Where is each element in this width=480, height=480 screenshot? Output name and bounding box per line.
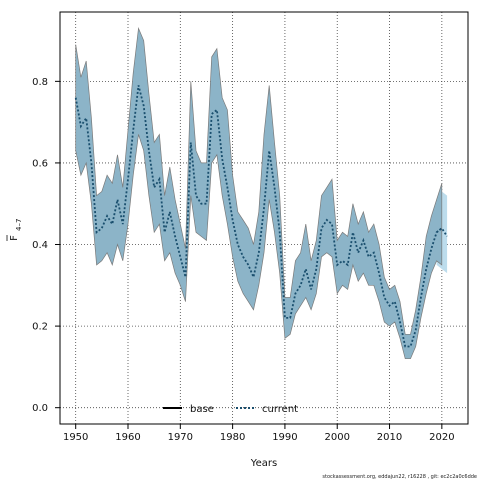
- x-tick-label: 1960: [115, 432, 140, 443]
- y-tick-label: 0.8: [32, 77, 48, 88]
- x-axis: 1950 1960 1970 1980 1990 2000 2010 2020: [63, 424, 455, 443]
- x-tick-label: 1980: [220, 432, 245, 443]
- x-tick-label: 1950: [63, 432, 88, 443]
- y-tick-label: 0.4: [32, 240, 48, 251]
- confidence-bands: [75, 26, 448, 360]
- y-axis-label: F 4–7: [6, 219, 23, 241]
- legend-current-label: current: [262, 404, 298, 415]
- x-tick-label: 2020: [429, 432, 454, 443]
- legend-base-label: base: [190, 404, 214, 415]
- plot-frame: [59, 11, 469, 425]
- y-axis: 0.0 0.2 0.4 0.6 0.8: [32, 77, 60, 414]
- x-tick-label: 2000: [325, 432, 350, 443]
- series-lines: [74, 85, 448, 348]
- y-axis-label-main: F: [9, 235, 20, 241]
- y-tick-label: 0.0: [32, 403, 48, 414]
- x-tick-label: 1970: [168, 432, 193, 443]
- estimate-line: [74, 85, 443, 348]
- current-line: [436, 226, 448, 237]
- x-axis-label: Years: [250, 458, 277, 469]
- x-tick-label: 2010: [377, 432, 402, 443]
- y-tick-label: 0.6: [32, 158, 48, 169]
- y-tick-label: 0.2: [32, 322, 48, 333]
- x-tick-label: 1990: [272, 432, 297, 443]
- legend: base current: [163, 404, 298, 415]
- footer-note: stockassessment.org, eddajun22, r16228 ,…: [322, 474, 477, 480]
- y-axis-label-sub: 4–7: [15, 219, 23, 231]
- base-confidence-band: [75, 26, 443, 360]
